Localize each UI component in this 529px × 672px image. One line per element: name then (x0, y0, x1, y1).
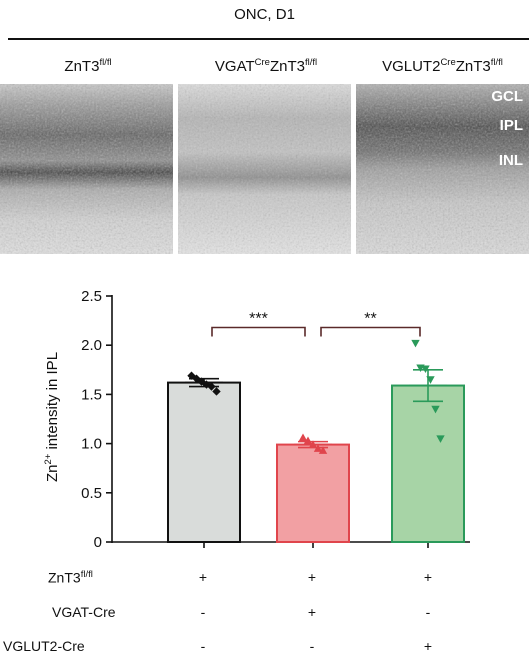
micrograph-control (0, 84, 173, 254)
significance-label: ** (364, 310, 376, 327)
condition-cell: - (200, 604, 206, 620)
data-point (212, 387, 221, 396)
group-label-control: ZnT3fl/fl (64, 57, 112, 75)
data-point (436, 435, 445, 443)
data-point (318, 446, 328, 454)
condition-cell: + (423, 569, 433, 585)
bar (391, 384, 465, 543)
y-tick-label: 0.5 (81, 485, 102, 502)
condition-cell: - (200, 638, 206, 654)
y-tick-label: 2.5 (81, 288, 102, 305)
layer-label-ipl: IPL (499, 117, 523, 134)
condition-label-vglut2: VGLUT2-Cre (3, 638, 85, 654)
micrograph-vglut2: GCL IPL INL (356, 84, 529, 254)
bar-layer (167, 381, 465, 544)
y-tick-label: 1.5 (81, 386, 102, 403)
y-tick-label: 1.0 (81, 436, 102, 453)
condition-cell: + (307, 604, 317, 620)
bar (276, 443, 350, 543)
condition-cell: + (198, 569, 208, 585)
group-label-vgat: VGATCreZnT3fl/fl (214, 57, 318, 75)
layer-label-gcl: GCL (491, 88, 523, 105)
condition-cell: - (309, 638, 315, 654)
condition-cell: - (425, 604, 431, 620)
condition-cell: + (307, 569, 317, 585)
significance-label: *** (249, 310, 268, 327)
significance-layer: *** ** (211, 310, 421, 337)
data-point (298, 433, 308, 442)
y-tick-label: 0 (94, 534, 102, 551)
bar-chart: 00.51.01.52.02.5 *** ** (81, 288, 470, 551)
title-divider (8, 38, 529, 40)
layer-label-inl: INL (498, 152, 523, 169)
condition-label-znt3: ZnT3fl/fl (48, 569, 93, 586)
figure-title: ONC, D1 (234, 6, 295, 23)
data-point (411, 339, 420, 348)
data-point (202, 380, 211, 389)
significance-bracket (320, 326, 421, 337)
significance-bracket (211, 326, 306, 337)
bar (167, 381, 241, 544)
group-label-vglut2: VGLUT2CreZnT3fl/fl (382, 57, 503, 75)
data-point (431, 405, 440, 414)
condition-label-vgat: VGAT-Cre (52, 604, 116, 620)
y-tick-label: 2.0 (81, 337, 102, 354)
error-bar-layer (185, 369, 447, 449)
condition-cell: + (423, 638, 433, 654)
micrograph-vgat (178, 84, 351, 254)
